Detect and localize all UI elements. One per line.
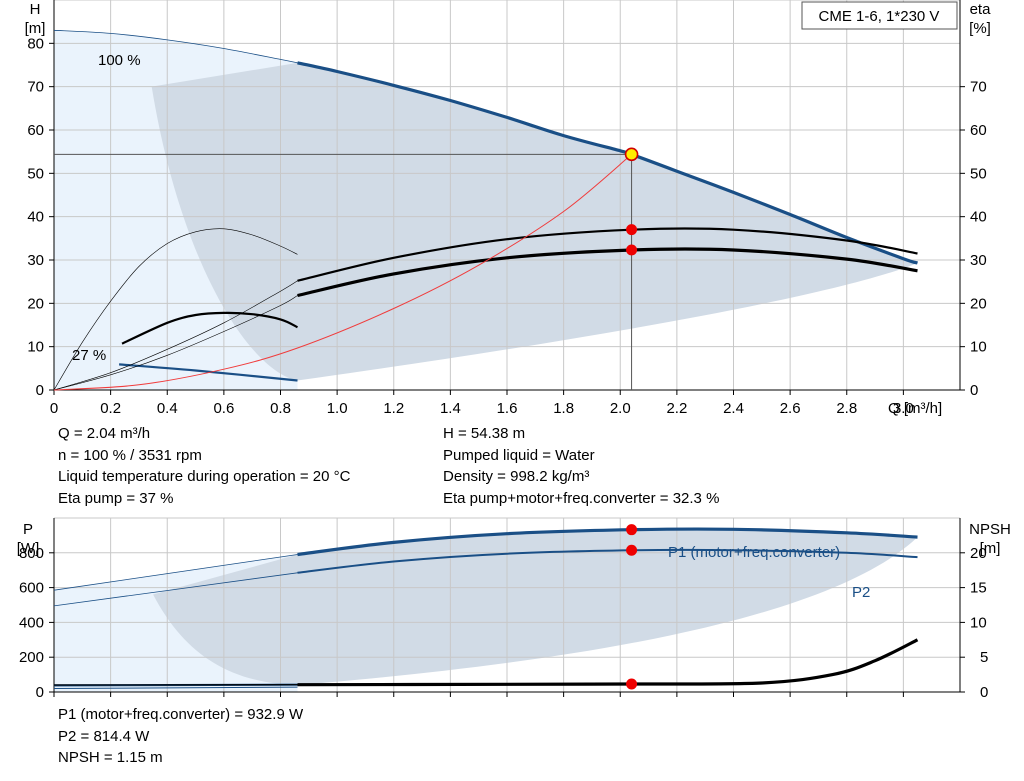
x-tick-label: 1.8 [553,400,574,417]
x-tick-label: 1.6 [497,400,518,417]
top-y-axis-title: H [30,1,41,18]
y2-tick-label: 70 [970,79,987,96]
y-tick-label: 20 [27,295,44,312]
x-tick-label: 0.8 [270,400,291,417]
npsh-tick-label: 5 [980,649,988,666]
system-curve [53,154,632,391]
npsh-tick-label: 10 [970,614,987,631]
top-chart-fills [54,30,918,391]
x-tick-label: 2.2 [666,400,687,417]
head-readout: H = 54.38 m [443,425,526,442]
eta-pump-thin [53,280,298,391]
density-readout: Density = 998.2 kg/m³ [443,468,590,486]
power-range-region [153,529,918,686]
p2-marker [626,544,638,556]
eta-pump-readout: Eta pump = 37 % [58,490,174,508]
p-tick-label: 400 [19,614,44,631]
x-tick-label: 1.0 [327,400,348,417]
model-label-box [801,1,958,30]
p1-curve-thin [53,554,298,591]
p2-curve-label: P2 [852,584,870,601]
x-tick-label: 2.8 [836,400,857,417]
y2-tick-label: 0 [970,382,978,399]
y-tick-label: 10 [27,339,44,356]
markers [624,147,639,690]
y2-tick-label: 50 [970,165,987,182]
bottom-y2-axis-unit: [m] [980,540,1001,557]
x-tick-label: 0.2 [100,400,121,417]
y2-tick-label: 40 [970,209,987,226]
y-tick-label: 60 [27,122,44,139]
operating-range-region [151,62,918,381]
y-tick-label: 0 [36,382,44,399]
npsh-readout: NPSH = 1.15 m [58,749,163,767]
x-tick-label: 2.0 [610,400,631,417]
power-info: P1 (motor+freq.converter) = 932.9 W P2 =… [58,704,303,769]
y2-tick-label: 10 [970,339,987,356]
labels: CME 1-6, 1*230 V H [m] eta [%] Q [m³/h] … [17,1,1011,601]
p1-marker [626,524,638,536]
speed-readout: n = 100 % / 3531 rpm [58,446,202,464]
p1-curve-label: P1 (motor+freq.converter) [668,544,840,561]
axes: 0 0.2 0.4 0.6 0.8 1.0 1.2 1.4 1.6 1.8 2.0 2.2 2.4 2.6… [19,0,988,701]
efficiency-marker [626,224,638,236]
top-y-axis-unit: [m] [25,20,46,37]
bottom-y-axis-unit: [W] [17,540,40,557]
bottom-y-axis-title: P [23,521,33,538]
eta-total-readout: Eta pump+motor+freq.converter = 32.3 % [443,490,720,508]
y2-tick-label: 20 [970,295,987,312]
flow-readout: Q = 2.04 m³/h [58,425,151,442]
npsh-curve [297,638,919,687]
x-tick-label: 1.4 [440,400,461,417]
npsh-tick-label: 0 [980,684,988,701]
head-curve-100-thin [53,29,298,64]
p1-readout: P1 (motor+freq.converter) = 932.9 W [58,706,304,723]
npsh-marker [626,678,638,690]
p-tick-label: 600 [19,580,44,597]
y-tick-label: 40 [27,209,44,226]
duty-info-left: Q = 2.04 m³/h n = 100 % / 3531 rpm Liqui… [58,423,350,510]
top-y2-axis-title: eta [970,1,992,18]
x-tick-label: 2.4 [723,400,744,417]
temperature-readout: Liquid temperature during operation = 20… [58,468,351,486]
eta-pump-27-curve [53,228,298,391]
y-tick-label: 50 [27,165,44,182]
eta-total-thin [53,295,298,391]
curve-label-27: 27 % [72,347,106,364]
x-tick-label: 0.4 [157,400,178,417]
x-tick-label: 0 [50,400,58,417]
x-tick-label: 2.6 [780,400,801,417]
duty-point-marker [624,147,639,162]
npsh-tick-label: 15 [970,580,987,597]
efficiency-marker [626,244,638,256]
p-tick-label: 0 [36,684,44,701]
bottom-y2-axis-title: NPSH [969,521,1011,538]
y2-tick-label: 60 [970,122,987,139]
x-axis-title: Q [m³/h] [888,400,942,417]
x-tick-label: 3.0 [893,400,914,417]
top-y2-axis-unit: [%] [969,20,991,37]
p2-curve-thin [53,572,298,607]
p-tick-label: 200 [19,649,44,666]
liquid-readout: Pumped liquid = Water [443,446,595,464]
model-label: CME 1-6, 1*230 V [819,8,940,25]
x-tick-label: 1.2 [383,400,404,417]
y2-tick-label: 30 [970,252,987,269]
curve-label-100: 100 % [98,52,141,69]
duty-info-right: H = 54.38 m Pumped liquid = Water Densit… [443,423,719,510]
y-tick-label: 30 [27,252,44,269]
p2-min-curve [53,686,298,690]
eta-total-27-curve [121,311,298,345]
p-tick-label: 800 [19,545,44,562]
npsh-tick-label: 20 [970,545,987,562]
y-tick-label: 70 [27,79,44,96]
y-tick-label: 80 [27,35,44,52]
x-tick-label: 0.6 [213,400,234,417]
p2-readout: P2 = 814.4 W [58,727,150,745]
